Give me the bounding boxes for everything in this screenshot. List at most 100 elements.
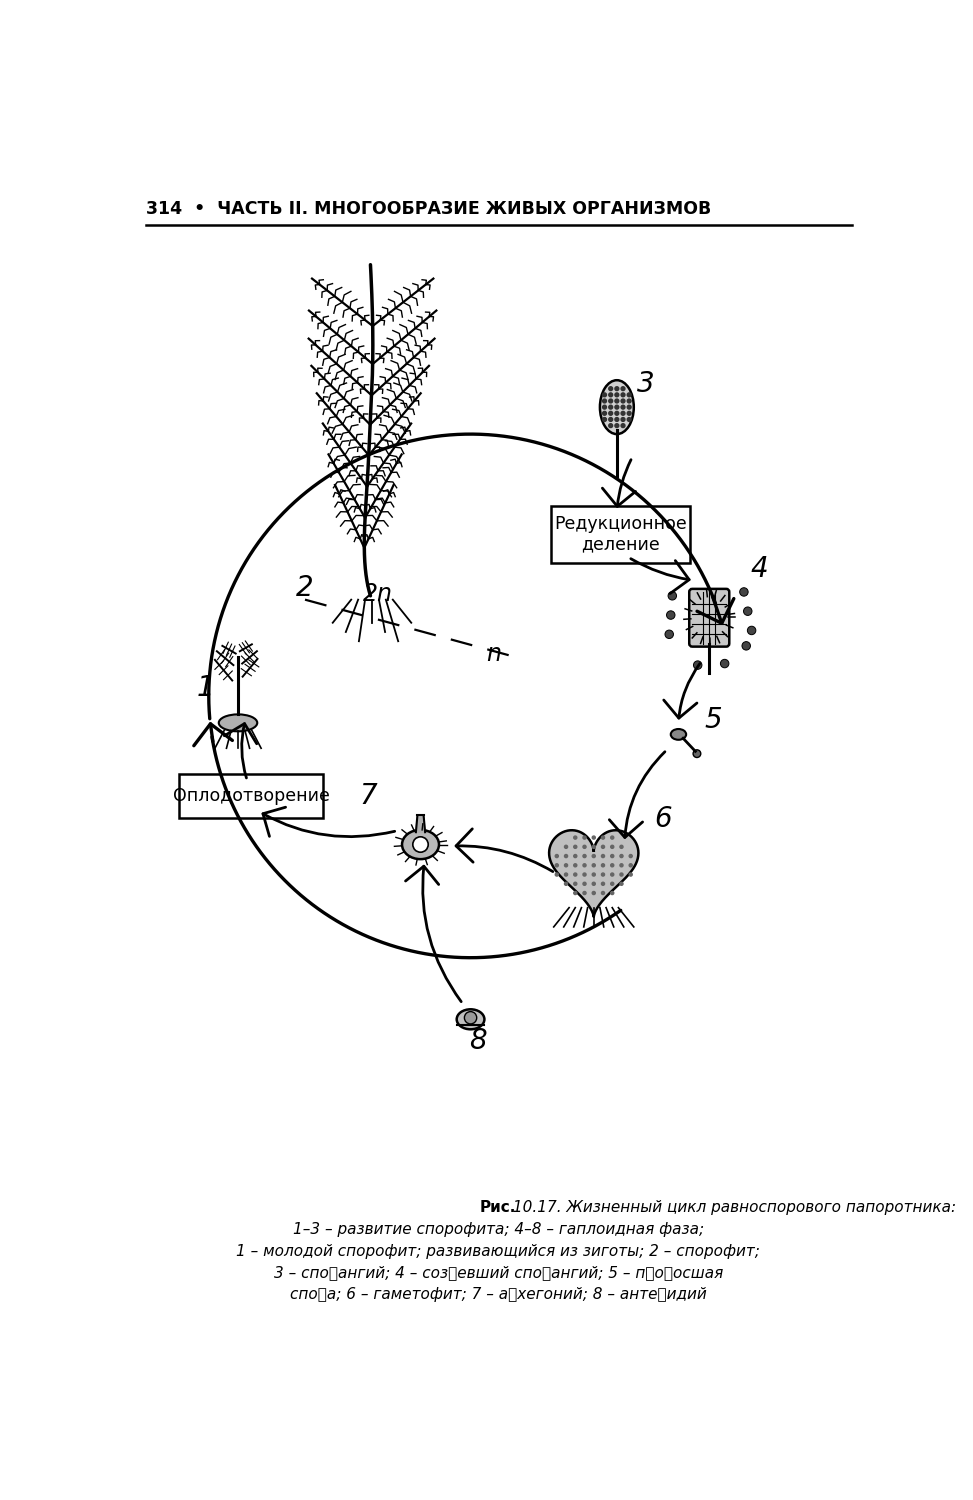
Circle shape	[620, 855, 623, 858]
Circle shape	[611, 855, 614, 858]
Circle shape	[602, 417, 606, 422]
Circle shape	[574, 855, 577, 858]
Circle shape	[602, 393, 606, 398]
Circle shape	[615, 393, 619, 398]
Circle shape	[739, 588, 748, 596]
Circle shape	[620, 864, 623, 867]
Circle shape	[574, 846, 577, 849]
Text: 6: 6	[654, 806, 672, 832]
Circle shape	[564, 864, 567, 867]
Ellipse shape	[456, 1010, 485, 1029]
Circle shape	[630, 864, 632, 867]
Circle shape	[609, 405, 613, 410]
Circle shape	[620, 873, 623, 876]
Circle shape	[574, 891, 577, 894]
Circle shape	[609, 393, 613, 398]
Text: 5: 5	[704, 706, 722, 734]
Circle shape	[601, 846, 604, 849]
Circle shape	[615, 399, 619, 404]
Circle shape	[602, 411, 606, 416]
Circle shape	[611, 846, 614, 849]
Ellipse shape	[600, 380, 633, 433]
Text: 10.17. Жизненный цикл равноспорового папоротника:: 10.17. Жизненный цикл равноспорового пап…	[508, 1200, 956, 1215]
Circle shape	[593, 836, 595, 839]
Circle shape	[615, 411, 619, 416]
Circle shape	[621, 417, 625, 422]
Circle shape	[630, 873, 632, 876]
Circle shape	[593, 882, 595, 885]
Circle shape	[609, 423, 613, 427]
Circle shape	[611, 891, 614, 894]
Circle shape	[593, 864, 595, 867]
Circle shape	[615, 405, 619, 410]
Polygon shape	[549, 830, 638, 916]
Circle shape	[615, 417, 619, 422]
Circle shape	[583, 891, 586, 894]
Text: 8: 8	[469, 1026, 487, 1054]
Circle shape	[615, 423, 619, 427]
Circle shape	[601, 882, 604, 885]
Text: 1–3 – развитие спорофита; 4–8 – гаплоидная фаза;: 1–3 – развитие спорофита; 4–8 – гаплоидн…	[293, 1222, 703, 1238]
Text: 7: 7	[359, 782, 377, 810]
Ellipse shape	[402, 830, 439, 860]
Circle shape	[564, 882, 567, 885]
Polygon shape	[415, 816, 425, 833]
Circle shape	[628, 393, 631, 398]
Circle shape	[583, 836, 586, 839]
Text: Рис.: Рис.	[480, 1200, 517, 1215]
Circle shape	[693, 750, 701, 758]
Circle shape	[621, 405, 625, 410]
Text: 2n: 2n	[363, 582, 393, 606]
Circle shape	[601, 873, 604, 876]
Circle shape	[601, 855, 604, 858]
Circle shape	[620, 846, 623, 849]
Circle shape	[601, 836, 604, 839]
Circle shape	[621, 423, 625, 427]
Circle shape	[615, 387, 619, 390]
Circle shape	[583, 855, 586, 858]
Circle shape	[747, 626, 756, 634]
Circle shape	[583, 864, 586, 867]
Circle shape	[742, 642, 750, 650]
Circle shape	[601, 864, 604, 867]
Ellipse shape	[219, 714, 257, 732]
Circle shape	[574, 873, 577, 876]
Circle shape	[628, 411, 631, 416]
Circle shape	[464, 1011, 477, 1025]
Circle shape	[609, 417, 613, 422]
Circle shape	[413, 837, 428, 852]
Circle shape	[630, 855, 632, 858]
Circle shape	[621, 393, 625, 398]
Circle shape	[564, 873, 567, 876]
Circle shape	[694, 662, 702, 669]
Text: 3 – споႈангий; 4 – созႈевший споႈангий; 5 – пႈоႈосшая: 3 – споႈангий; 4 – созႈевший споႈангий; …	[273, 1264, 723, 1280]
Circle shape	[720, 660, 729, 668]
Circle shape	[556, 864, 559, 867]
Text: 2: 2	[296, 574, 314, 602]
Circle shape	[556, 873, 559, 876]
Circle shape	[602, 399, 606, 404]
Text: Оплодотворение: Оплодотворение	[172, 788, 330, 806]
FancyBboxPatch shape	[552, 506, 690, 562]
Circle shape	[611, 836, 614, 839]
Text: 1: 1	[197, 674, 214, 702]
Circle shape	[564, 846, 567, 849]
Circle shape	[620, 882, 623, 885]
Circle shape	[556, 855, 559, 858]
Circle shape	[628, 399, 631, 404]
Text: 314  •  ЧАСТЬ II. МНОГООБРАЗИЕ ЖИВЫХ ОРГАНИЗМОВ: 314 • ЧАСТЬ II. МНОГООБРАЗИЕ ЖИВЫХ ОРГАН…	[146, 201, 711, 219]
Circle shape	[743, 608, 752, 615]
FancyBboxPatch shape	[179, 774, 323, 818]
Circle shape	[602, 405, 606, 410]
Circle shape	[593, 873, 595, 876]
Circle shape	[611, 873, 614, 876]
Circle shape	[593, 855, 595, 858]
FancyBboxPatch shape	[689, 590, 730, 646]
Circle shape	[564, 855, 567, 858]
Circle shape	[668, 591, 676, 600]
Text: 3: 3	[637, 370, 655, 398]
Circle shape	[611, 882, 614, 885]
Circle shape	[574, 864, 577, 867]
Text: 4: 4	[750, 555, 768, 582]
Ellipse shape	[670, 729, 686, 740]
